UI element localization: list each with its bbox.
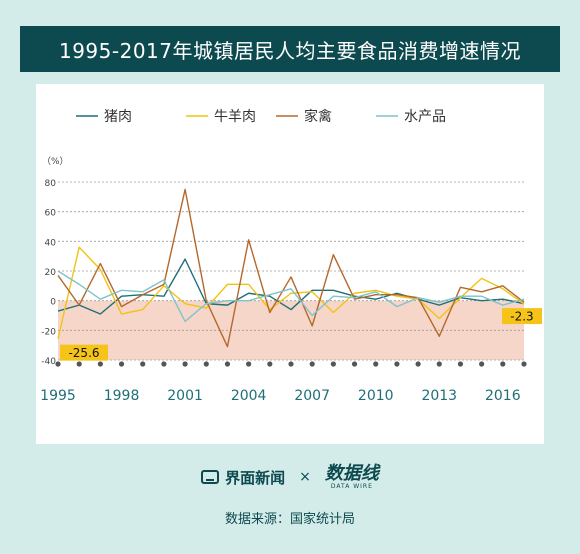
brand-name: 界面新闻 xyxy=(225,468,286,487)
title-banner: 1995-2017年城镇居民人均主要食品消费增速情况 xyxy=(20,26,560,72)
line-chart: -40 -20 0 20 40 60 80 （%） 1995 1998 2001 2004 2007 20… xyxy=(40,108,542,404)
x-tick-label: 2007 xyxy=(294,388,330,404)
series-line xyxy=(57,188,525,348)
x-axis-dot xyxy=(394,361,400,367)
y-tick-label: -20 xyxy=(41,327,56,337)
x-axis-dot xyxy=(330,361,336,367)
y-axis-label: （%） xyxy=(42,156,69,167)
x-axis-dot xyxy=(309,361,315,367)
x-axis-dot xyxy=(351,361,358,367)
x-tick-label: 1995 xyxy=(40,388,76,404)
data-wire-logo-sub: DATA WIRE xyxy=(330,483,373,490)
x-axis-dot xyxy=(161,361,167,367)
title-banner-background xyxy=(20,26,560,72)
x-axis-dot xyxy=(246,361,252,367)
x-axis-dot xyxy=(76,361,82,367)
x-tick-label: 2016 xyxy=(485,388,521,404)
data-source: 数据来源：国家统计局 xyxy=(224,512,355,527)
x-axis-dot xyxy=(118,361,125,367)
legend-label: 家禽 xyxy=(304,108,332,125)
y-tick-label: -40 xyxy=(41,357,56,367)
times-sign: × xyxy=(299,469,311,485)
y-tick-label: 0 xyxy=(50,298,56,308)
x-axis-dot xyxy=(97,361,103,367)
x-axis-dot xyxy=(203,361,209,367)
x-axis-dot xyxy=(288,361,294,367)
brand: 界面新闻 xyxy=(201,467,285,488)
y-tick-label: 40 xyxy=(45,238,57,248)
x-axis-dot xyxy=(140,361,146,367)
y-tick-label: 60 xyxy=(45,209,57,219)
x-axis-dot xyxy=(436,361,442,367)
chart-card: -40 -20 0 20 40 60 80 （%） 1995 1998 2001 2004 2007 20… xyxy=(36,84,544,444)
x-tick-label: 2013 xyxy=(421,388,457,404)
x-axis-dot xyxy=(457,361,464,367)
x-axis-dot xyxy=(479,361,485,367)
x-axis-dot xyxy=(182,361,188,367)
legend-label: 水产品 xyxy=(404,109,446,125)
x-axis-dot xyxy=(415,361,421,367)
data-label-box xyxy=(502,308,542,325)
data-wire-logo: 数据线 DATA WIRE xyxy=(324,463,379,491)
x-tick-label: 2010 xyxy=(358,388,394,404)
x-axis-dot xyxy=(373,361,379,367)
x-tick-label: 1998 xyxy=(104,388,140,404)
data-label: -25.6 xyxy=(68,346,99,360)
x-axis-dot xyxy=(224,361,231,367)
legend-label: 牛羊肉 xyxy=(214,109,256,125)
data-label: -2.3 xyxy=(510,310,533,324)
x-axis-dot xyxy=(267,361,273,367)
x-axis-dot xyxy=(521,361,527,367)
x-tick-label: 2001 xyxy=(167,388,203,404)
series-line xyxy=(57,246,525,339)
x-axis-dot xyxy=(500,361,506,367)
series-line xyxy=(57,270,525,323)
legend-label: 猪肉 xyxy=(104,109,132,125)
x-axis-dot xyxy=(55,361,61,367)
series-line xyxy=(57,258,525,315)
chart-title: 1995-2017年城镇居民人均主要食品消费增速情况 xyxy=(58,38,521,63)
y-tick-label: 20 xyxy=(45,268,57,278)
data-label-box xyxy=(60,344,108,361)
y-tick-label: 80 xyxy=(45,179,57,189)
data-wire-logo-text: 数据线 xyxy=(324,463,379,484)
footer: 界面新闻 × 数据线 DATA WIRE xyxy=(0,462,580,492)
brand-logo-icon xyxy=(201,470,220,484)
x-tick-label: 2004 xyxy=(231,388,267,404)
